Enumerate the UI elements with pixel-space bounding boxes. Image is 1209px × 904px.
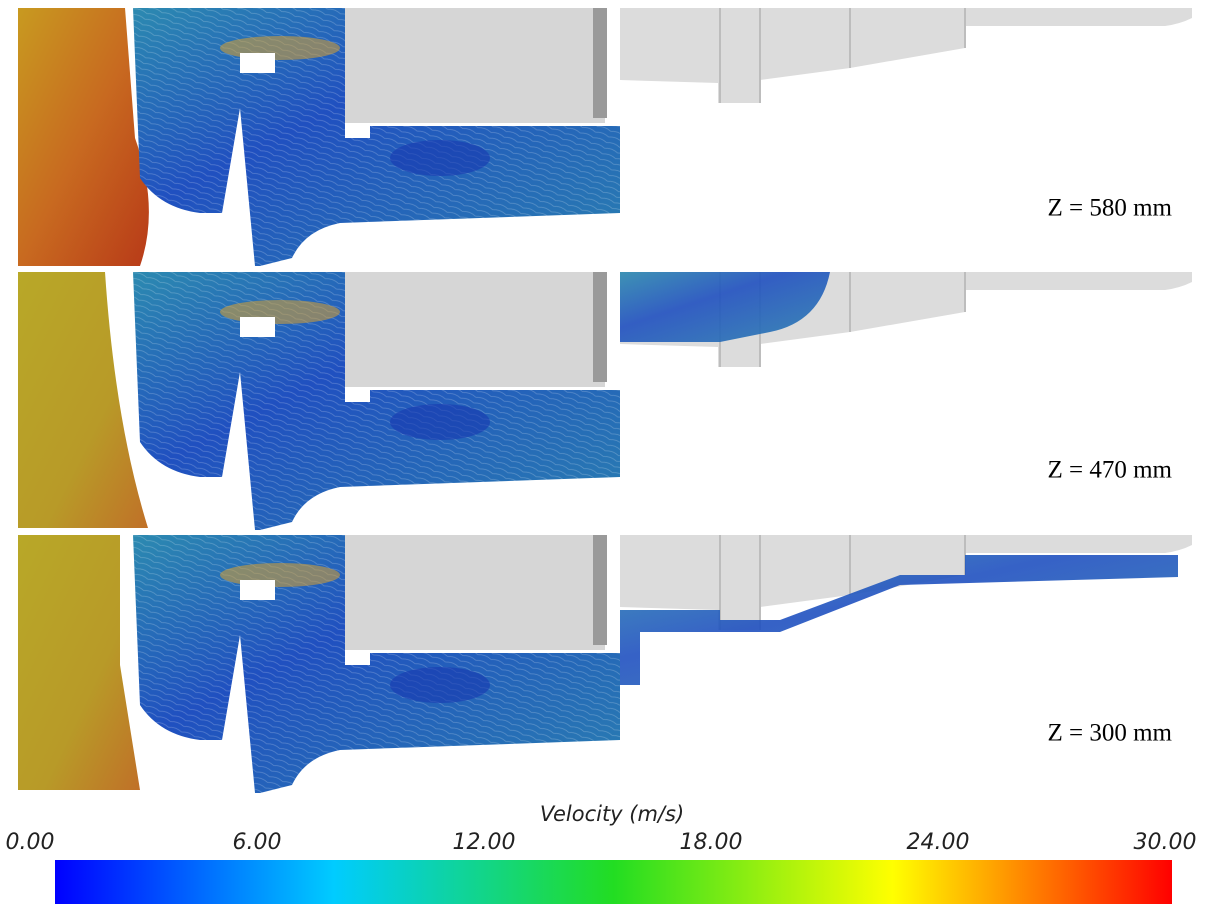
tick-label: 12.00 xyxy=(453,830,516,855)
colorbar xyxy=(55,860,1172,904)
tick-label: 18.00 xyxy=(680,830,743,855)
panel-label: Z = 300 mm xyxy=(1047,720,1172,747)
tick-label: 6.00 xyxy=(233,830,282,855)
colorbar-title: Velocity (m/s) xyxy=(540,802,684,826)
panel-label: Z = 470 mm xyxy=(1047,457,1172,484)
panel xyxy=(18,7,1193,267)
panel xyxy=(18,271,1193,531)
tick-label: 24.00 xyxy=(907,830,970,855)
panel-label: Z = 580 mm xyxy=(1047,195,1172,222)
colorbar-ticks: 0.00 6.00 12.00 18.00 24.00 30.00 xyxy=(6,830,1197,855)
panel xyxy=(18,534,1193,794)
tick-label: 0.00 xyxy=(6,830,55,855)
tick-label: 30.00 xyxy=(1134,830,1197,855)
